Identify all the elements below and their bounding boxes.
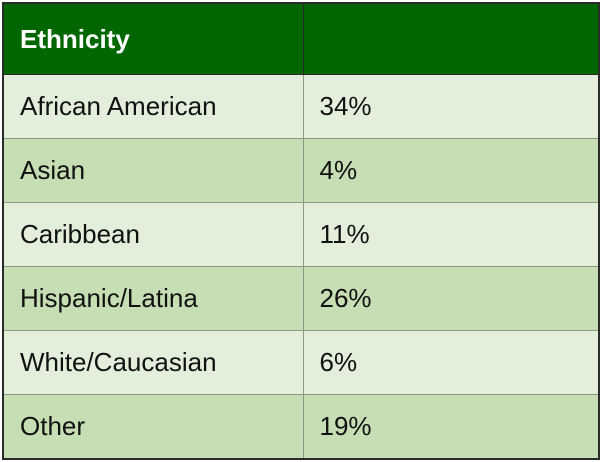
ethnicity-cell: Other: [2, 394, 304, 460]
table-body: African American 34% Asian 4% Caribbean 11% Hi…: [2, 74, 600, 460]
table-row: Hispanic/Latina 26%: [2, 266, 600, 331]
ethnicity-cell: Asian: [2, 138, 304, 203]
percent-cell: 26%: [302, 266, 600, 331]
table-row: White/Caucasian 6%: [2, 330, 600, 395]
ethnicity-cell: African American: [2, 74, 304, 139]
percent-cell: 6%: [302, 330, 600, 395]
header-cell-empty: [302, 2, 600, 75]
header-row: Ethnicity: [2, 2, 600, 75]
ethnicity-cell: Hispanic/Latina: [2, 266, 304, 331]
table-row: Asian 4%: [2, 138, 600, 203]
percent-cell: 34%: [302, 74, 600, 139]
ethnicity-cell: Caribbean: [2, 202, 304, 267]
percent-cell: 4%: [302, 138, 600, 203]
header-cell: Ethnicity: [2, 2, 304, 75]
percent-cell: 19%: [302, 394, 600, 460]
table-row: African American 34%: [2, 74, 600, 139]
table-header: Ethnicity: [2, 2, 600, 75]
table-row: Caribbean 11%: [2, 202, 600, 267]
ethnicity-cell: White/Caucasian: [2, 330, 304, 395]
percent-cell: 11%: [302, 202, 600, 267]
table-row: Other 19%: [2, 394, 600, 460]
